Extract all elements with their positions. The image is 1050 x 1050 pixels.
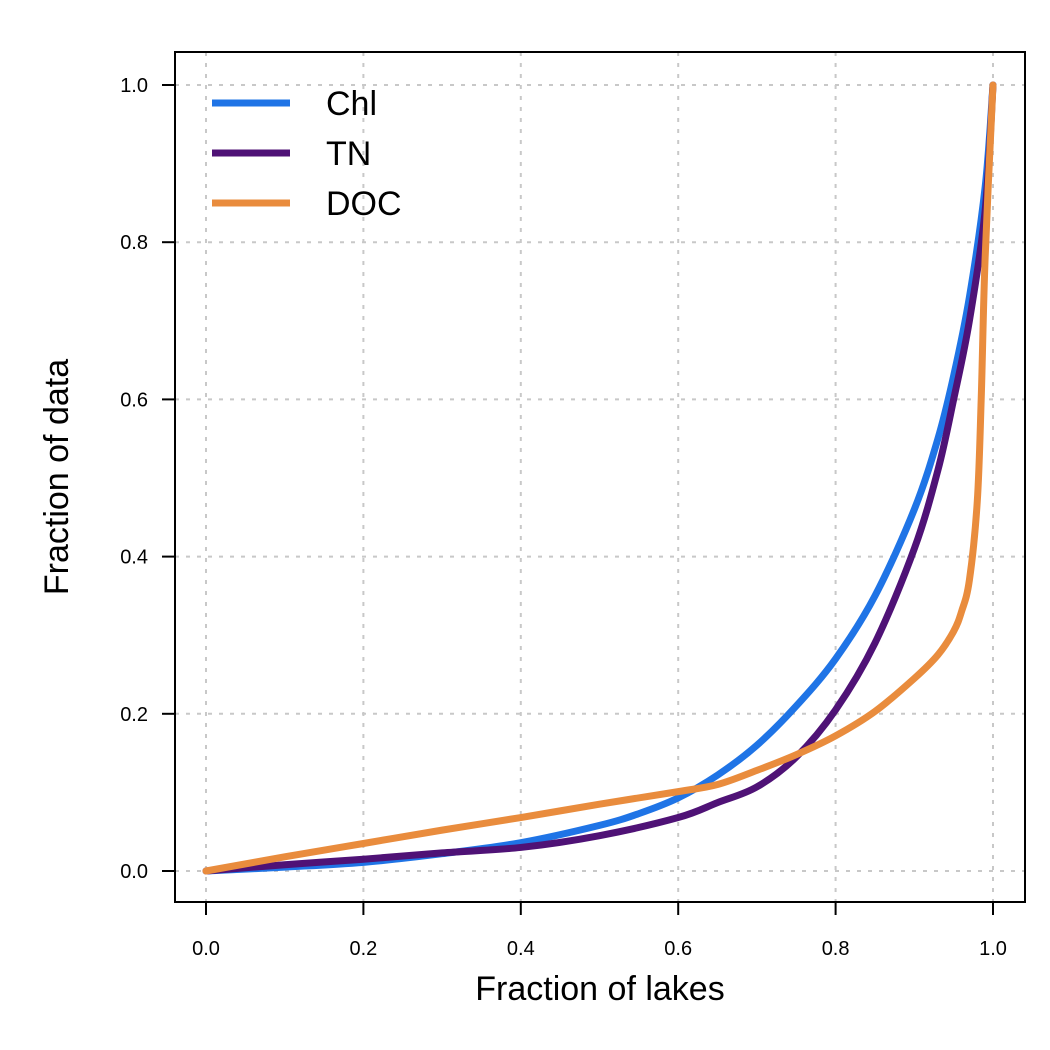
y-axis-title: Fraction of data	[38, 359, 76, 595]
legend-label: Chl	[326, 85, 377, 123]
y-tick-label: 0.4	[120, 547, 148, 569]
grid-lines	[175, 52, 1025, 902]
x-tick-label: 0.6	[664, 938, 692, 960]
x-axis: 0.0 0.2 0.4 0.6 0.8 1.0	[192, 902, 1007, 960]
series-line-chl	[202, 81, 997, 875]
legend-label: DOC	[326, 185, 402, 223]
x-tick-label: 0.8	[822, 938, 850, 960]
x-tick-label: 0.4	[507, 938, 535, 960]
plot-frame	[174, 51, 1026, 903]
legend-label: TN	[326, 135, 371, 173]
series-line-doc	[202, 81, 997, 875]
x-tick-label: 1.0	[979, 938, 1007, 960]
series-line-tn	[202, 81, 997, 875]
y-tick-label: 1.0	[120, 75, 148, 97]
x-axis-title: Fraction of lakes	[475, 970, 724, 1008]
legend-item-tn: TN	[212, 135, 371, 173]
y-axis: 0.0 0.2 0.4 0.6 0.8 1.0	[120, 75, 175, 883]
y-tick-label: 0.0	[120, 861, 148, 883]
y-tick-label: 0.2	[120, 704, 148, 726]
y-tick-label: 0.6	[120, 389, 148, 411]
x-tick-label: 0.2	[349, 938, 377, 960]
legend-item-chl: Chl	[212, 85, 377, 123]
legend-item-doc: DOC	[212, 185, 402, 223]
x-tick-label: 0.0	[192, 938, 220, 960]
y-tick-label: 0.8	[120, 232, 148, 254]
legend: Chl TN DOC	[212, 85, 402, 223]
series-lines	[202, 81, 997, 875]
